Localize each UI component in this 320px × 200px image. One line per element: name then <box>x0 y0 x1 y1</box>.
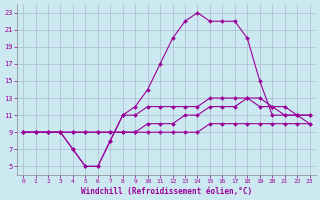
X-axis label: Windchill (Refroidissement éolien,°C): Windchill (Refroidissement éolien,°C) <box>81 187 252 196</box>
